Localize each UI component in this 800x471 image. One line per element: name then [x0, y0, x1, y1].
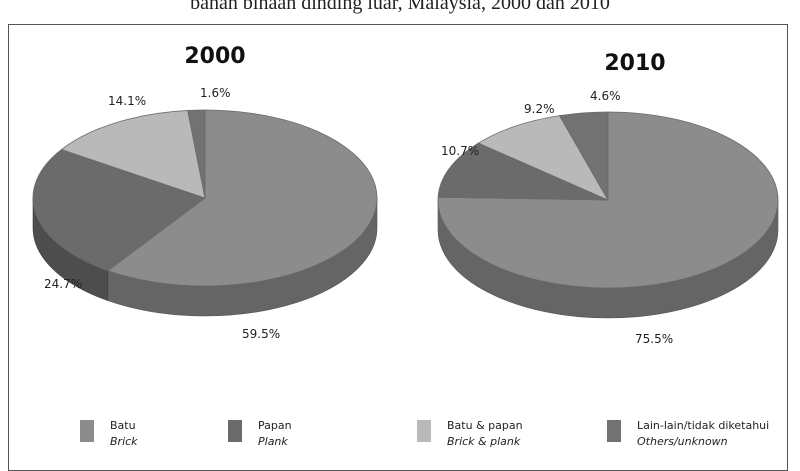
legend-item-lain: Lain-lain/tidak diketahui Others/unknown [607, 418, 769, 450]
legend-label-ms: Batu & papan [447, 419, 523, 432]
data-label-papan: 10.7% [441, 144, 479, 158]
data-label-batu-papan: 9.2% [524, 102, 555, 116]
legend-label-en: Brick [110, 435, 138, 448]
pie-title: 2000 [184, 44, 245, 69]
legend-item-papan: Papan Plank [228, 418, 292, 450]
pie-2000: 2000 59.5% 24.7% 14.1% 1.6% [32, 44, 378, 341]
data-label-papan: 24.7% [44, 277, 82, 291]
legend-swatch-lain [607, 420, 621, 442]
data-label-batu: 75.5% [635, 332, 673, 346]
legend-label-en: Plank [258, 435, 288, 448]
data-label-batu: 59.5% [242, 327, 280, 341]
legend-swatch-batu-papan [417, 420, 431, 442]
pie-slice-papan [437, 142, 609, 201]
legend-item-batu: Batu Brick [80, 418, 138, 450]
data-label-lain: 4.6% [590, 89, 621, 103]
pie-slice-lain [187, 109, 206, 199]
legend-item-batu-papan: Batu & papan Brick & plank [417, 418, 523, 450]
figure-caption: bahan binaan dinding luar, Malaysia, 200… [190, 0, 610, 14]
pie-slice-papan [32, 149, 206, 272]
data-label-lain: 1.6% [200, 86, 231, 100]
legend-label-ms: Lain-lain/tidak diketahui [637, 419, 770, 432]
legend-label-ms: Batu [110, 419, 136, 432]
pie-2010: 2010 75.5% 10.7% 9.2% 4.6% [437, 51, 779, 346]
legend-label-en: Brick & plank [447, 435, 521, 448]
pie-slice-lain [558, 111, 609, 202]
pie-title: 2010 [604, 51, 665, 76]
pie-slice-batu-papan [477, 115, 609, 201]
pie-slice-batu [106, 109, 378, 287]
legend-swatch-papan [228, 420, 242, 442]
legend-label-ms: Papan [258, 419, 292, 432]
legend-label-en: Others/unknown [637, 435, 728, 448]
pie-slice-batu-papan [60, 110, 206, 199]
data-label-batu-papan: 14.1% [108, 94, 146, 108]
legend-swatch-batu [80, 420, 94, 442]
